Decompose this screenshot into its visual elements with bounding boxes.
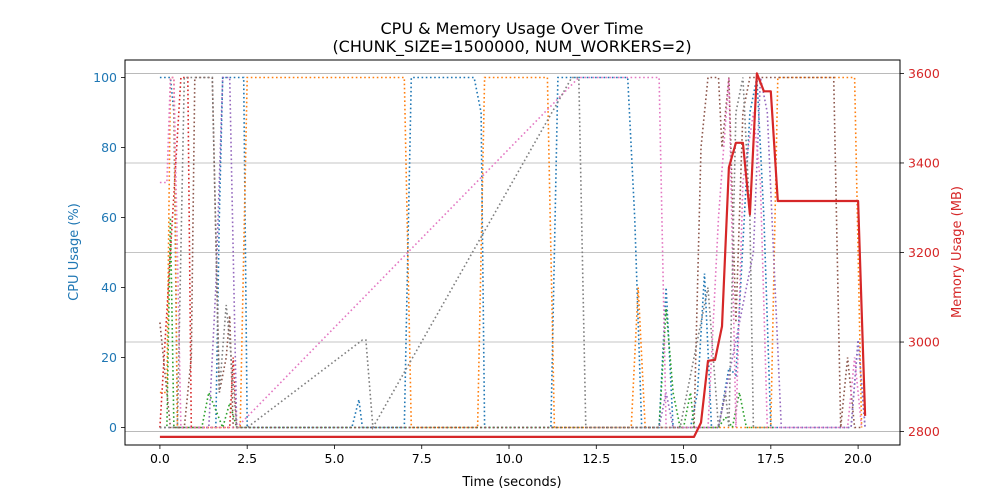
- left-y-tick-label: 80: [101, 140, 117, 155]
- right-y-axis-label: Memory Usage (MB): [950, 186, 965, 318]
- right-y-axis-ticks: 2800 3000 3200 3400 3600: [900, 66, 940, 439]
- left-y-tick-label: 40: [101, 280, 117, 295]
- x-axis-ticks: 0.0 2.5 5.0 7.5 10.0 12.5 15.0 17.5 20.0: [150, 445, 872, 466]
- x-tick-label: 12.5: [582, 451, 610, 466]
- cpu-series-group: [159, 76, 866, 431]
- x-tick-label: 15.0: [670, 451, 698, 466]
- cpu-series-line-7: [159, 76, 768, 431]
- right-y-tick-label: 2800: [908, 424, 940, 439]
- left-y-axis-label: CPU Usage (%): [67, 203, 82, 301]
- left-y-tick-label: 100: [93, 70, 117, 85]
- right-y-tick-label: 3200: [908, 245, 940, 260]
- chart-title-line-2: (CHUNK_SIZE=1500000, NUM_WORKERS=2): [332, 37, 691, 57]
- cpu-series-line-6: [159, 76, 863, 429]
- right-y-tick-label: 3400: [908, 155, 940, 170]
- x-tick-label: 10.0: [495, 451, 523, 466]
- grid-lines: [125, 73, 900, 432]
- cpu-series-line-1: [159, 76, 863, 429]
- x-tick-label: 20.0: [844, 451, 872, 466]
- left-y-axis-ticks: 0 20 40 60 80 100: [93, 70, 125, 435]
- cpu-series-line-2: [159, 217, 775, 430]
- x-tick-label: 2.5: [237, 451, 257, 466]
- chart-title-line-1: CPU & Memory Usage Over Time: [381, 19, 644, 38]
- right-y-tick-label: 3600: [908, 66, 940, 81]
- x-axis-label: Time (seconds): [461, 475, 561, 490]
- right-y-tick-label: 3000: [908, 335, 940, 350]
- x-tick-label: 7.5: [412, 451, 432, 466]
- cpu-series-line-3: [159, 76, 241, 429]
- left-y-tick-label: 60: [101, 210, 117, 225]
- memory-series-group: [159, 72, 867, 438]
- memory-series-line: [159, 72, 867, 438]
- x-tick-label: 5.0: [325, 451, 345, 466]
- x-tick-label: 17.5: [757, 451, 785, 466]
- cpu-series-line-0: [159, 76, 866, 429]
- left-y-tick-label: 0: [109, 420, 117, 435]
- x-tick-label: 0.0: [150, 451, 170, 466]
- left-y-tick-label: 20: [101, 350, 117, 365]
